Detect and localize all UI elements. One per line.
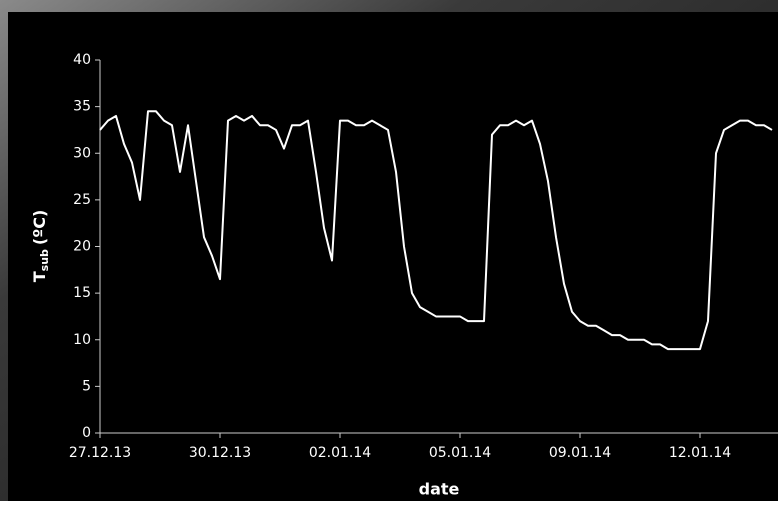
y-tick-label: 0 bbox=[82, 425, 91, 441]
y-tick-label: 40 bbox=[73, 52, 91, 68]
x-axis-title: date bbox=[419, 480, 460, 499]
plot-panel bbox=[8, 12, 778, 501]
x-tick-label: 12.01.14 bbox=[669, 445, 731, 461]
y-tick-label: 10 bbox=[73, 332, 91, 348]
y-label-sub: sub bbox=[38, 249, 51, 271]
x-tick-label: 05.01.14 bbox=[429, 445, 491, 461]
x-tick-label: 02.01.14 bbox=[309, 445, 371, 461]
y-tick-label: 35 bbox=[73, 99, 91, 115]
y-tick-label: 25 bbox=[73, 192, 91, 208]
y-tick-label: 15 bbox=[73, 285, 91, 301]
chart: Tsub (ºC) date 0 5 10 15 20 25 30 35 40 27.12.13 30… bbox=[0, 0, 778, 501]
y-axis-title: Tsub (ºC) bbox=[30, 210, 52, 283]
y-label-main: T bbox=[30, 271, 49, 282]
x-tick-label: 30.12.13 bbox=[189, 445, 251, 461]
y-tick-label: 30 bbox=[73, 145, 91, 161]
x-tick-label: 27.12.13 bbox=[69, 445, 131, 461]
y-label-unit: (ºC) bbox=[30, 210, 49, 245]
x-tick-label: 09.01.14 bbox=[549, 445, 611, 461]
y-tick-label: 5 bbox=[82, 378, 91, 394]
y-tick-label: 20 bbox=[73, 239, 91, 255]
